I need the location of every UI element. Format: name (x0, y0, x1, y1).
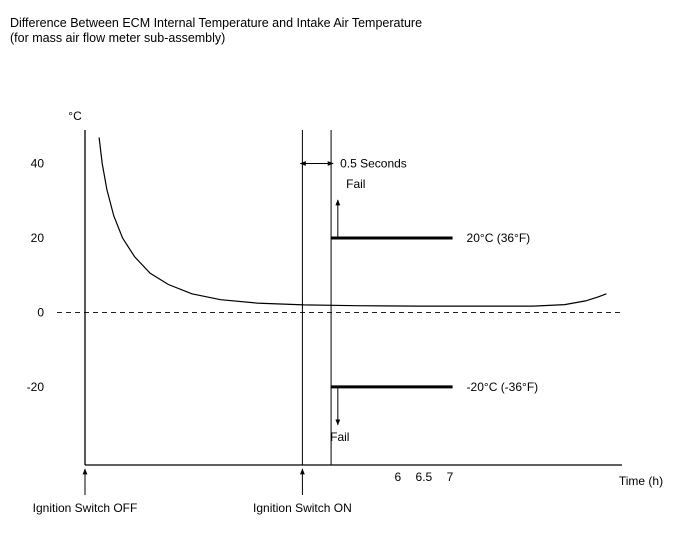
interval-label: 0.5 Seconds (340, 157, 407, 171)
chart-title-block: Difference Between ECM Internal Temperat… (10, 16, 422, 46)
threshold-label: -20°C (-36°F) (467, 380, 539, 394)
x-tick-label: 6 (394, 470, 401, 484)
fail-label: Fail (330, 430, 349, 444)
y-tick-label: -20 (27, 380, 45, 394)
y-axis-label: °C (68, 109, 82, 123)
chart-title: Difference Between ECM Internal Temperat… (10, 16, 423, 30)
event-label: Ignition Switch ON (253, 501, 352, 515)
chart-subtitle: (for mass air flow meter sub-assembly) (10, 31, 226, 45)
y-tick-label: 20 (31, 231, 45, 245)
fail-label: Fail (346, 177, 365, 191)
y-tick-label: 0 (37, 305, 44, 319)
x-tick-label: 7 (447, 470, 454, 484)
y-tick-label: 40 (31, 157, 45, 171)
temperature-difference-curve (98, 137, 607, 307)
x-axis-label: Time (h) (619, 474, 663, 488)
threshold-label: 20°C (36°F) (467, 231, 531, 245)
event-label: Ignition Switch OFF (33, 501, 138, 515)
x-tick-label: 6.5 (416, 470, 433, 484)
